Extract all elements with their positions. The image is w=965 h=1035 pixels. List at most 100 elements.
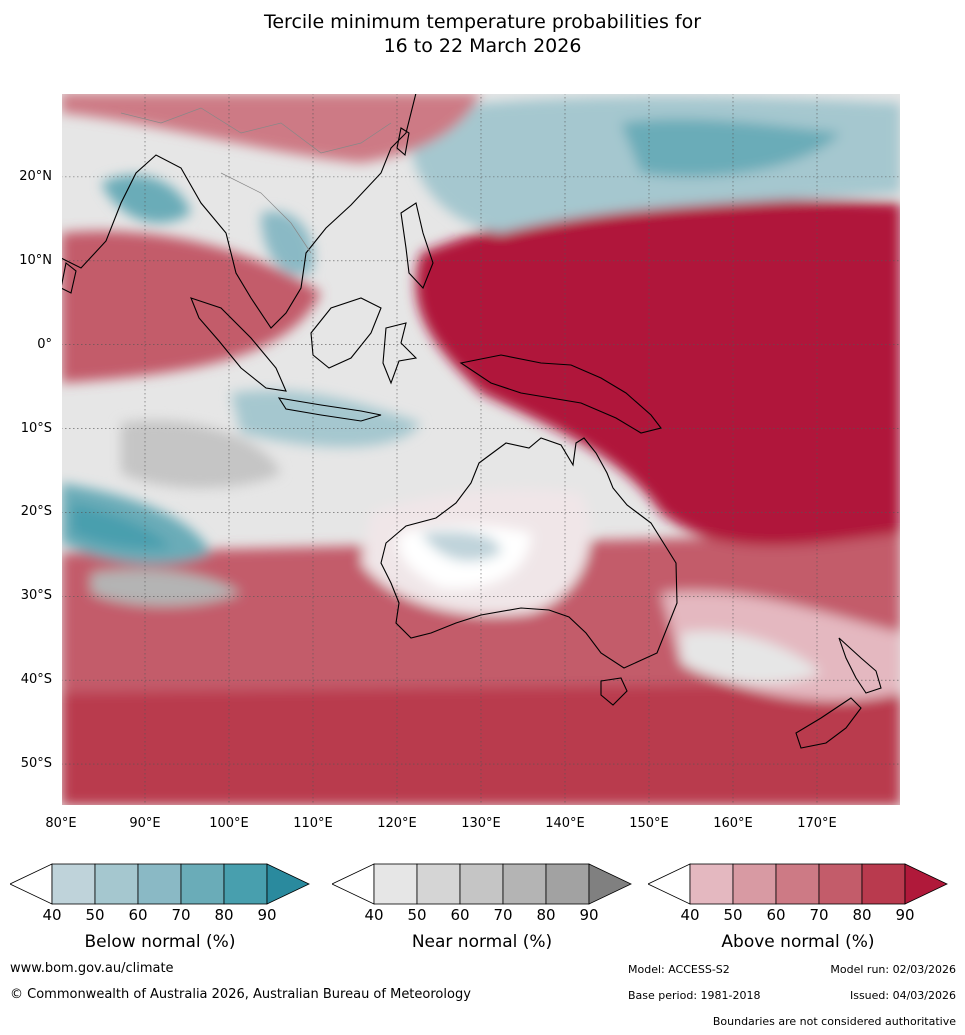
coastlines [61, 93, 882, 749]
above-normal-legend [648, 862, 948, 906]
latitude-label: 20°N [19, 168, 52, 184]
longitude-label: 130°E [461, 816, 501, 831]
map-frame [61, 93, 901, 806]
sri-lanka-coastline [61, 262, 77, 294]
colorbar-bin [861, 863, 906, 905]
indonesia-below-field [231, 390, 421, 447]
map-canvas [61, 93, 901, 806]
colorbar-tick-label: 40 [42, 906, 62, 924]
above-normal-colorbar [648, 863, 948, 905]
colorbar-bin [818, 863, 863, 905]
colorbar-tick-label: 40 [364, 906, 384, 924]
below-colorbar-bins [51, 863, 310, 905]
longitude-label: 150°E [629, 816, 669, 831]
latitude-label: 40°S [20, 672, 52, 688]
latitude-label: 10°N [19, 252, 52, 268]
longitude-label: 140°E [545, 816, 585, 831]
colorbar-upper-arrow [588, 863, 632, 905]
colorbar-bin [373, 863, 418, 905]
tasmania-coastline [600, 677, 628, 706]
colorbar-bin [180, 863, 225, 905]
colorbar-bin [51, 863, 96, 905]
colorbar-bin [545, 863, 590, 905]
boundaries-disclaimer: Boundaries are not considered authoritat… [712, 1015, 956, 1028]
colorbar-tick-label: 80 [852, 906, 872, 924]
colorbar-bin [416, 863, 461, 905]
philippines-coastline [400, 202, 434, 290]
model-name: Model: ACCESS-S2 [628, 963, 730, 976]
new-guinea-coastline [459, 354, 662, 434]
latitude-label: 10°S [20, 420, 52, 436]
copyright-notice: © Commonwealth of Australia 2026, Austra… [10, 987, 471, 1002]
map-title-line-1: Tercile minimum temperature probabilitie… [263, 11, 702, 33]
asia-mainland-coastline [61, 93, 417, 329]
graticule [61, 93, 901, 806]
java-coastline [277, 397, 382, 422]
sulawesi-coastline [382, 322, 418, 385]
issued-date: Issued: 04/03/2026 [849, 989, 956, 1002]
probability-map [61, 93, 901, 806]
colorbar-bin [459, 863, 504, 905]
near-colorbar-bins [373, 863, 632, 905]
sumatra-coastline [190, 297, 287, 392]
below-normal-legend [10, 862, 310, 906]
colorbar-tick-label: 80 [536, 906, 556, 924]
south-indian-ocean-below-field [61, 483, 211, 564]
colorbar-tick-label: 90 [895, 906, 915, 924]
near-colorbar-lower-arrow [332, 863, 375, 905]
asia-above-field [61, 93, 481, 163]
colorbar-tick-label: 70 [171, 906, 191, 924]
base-period: Base period: 1981-2018 [628, 989, 761, 1002]
indian-ocean-near-field [121, 420, 281, 488]
colorbar-tick-label: 70 [493, 906, 513, 924]
latitude-label: 30°S [20, 588, 52, 604]
colorbar-bin [775, 863, 820, 905]
above-colorbar-lower-arrow [648, 863, 691, 905]
colorbar-upper-arrow [904, 863, 948, 905]
country-borders [120, 107, 392, 254]
borneo-coastline [310, 297, 382, 369]
colorbar-tick-label: 50 [723, 906, 743, 924]
colorbar-bin [732, 863, 777, 905]
longitude-label: 170°E [797, 816, 837, 831]
colorbar-bin [137, 863, 182, 905]
colorbar-bin [94, 863, 139, 905]
new-zealand-north-coastline [838, 637, 882, 694]
colorbar-tick-label: 60 [766, 906, 786, 924]
latitude-label: 0° [37, 336, 52, 352]
colorbar-tick-label: 80 [214, 906, 234, 924]
longitude-label: 100°E [209, 816, 249, 831]
model-run-date: Model run: 02/03/2026 [830, 963, 956, 976]
longitude-label: 90°E [129, 816, 161, 831]
below-colorbar-lower-arrow [10, 863, 53, 905]
below-normal-legend-title: Below normal (%) [84, 932, 236, 952]
latitude-label: 20°S [20, 504, 52, 520]
taiwan-coastline [396, 127, 410, 157]
below-normal-colorbar [10, 863, 310, 905]
near-normal-legend [332, 862, 632, 906]
website-link[interactable]: www.bom.gov.au/climate [10, 961, 174, 976]
near-normal-colorbar [332, 863, 632, 905]
colorbar-bin [689, 863, 734, 905]
colorbar-tick-label: 90 [579, 906, 599, 924]
colorbar-tick-label: 70 [809, 906, 829, 924]
indochina-below-field [261, 211, 314, 275]
longitude-label: 110°E [293, 816, 333, 831]
colorbar-bin [223, 863, 268, 905]
colorbar-tick-label: 50 [407, 906, 427, 924]
colorbar-bin [502, 863, 547, 905]
colorbar-upper-arrow [266, 863, 310, 905]
indian-ocean-near-core [91, 569, 241, 607]
longitude-label: 120°E [377, 816, 417, 831]
border-lines-north [120, 107, 392, 154]
near-normal-legend-title: Near normal (%) [411, 932, 553, 952]
tasman-near-field [681, 631, 821, 684]
north-pacific-below-core [621, 118, 841, 177]
longitude-label: 160°E [713, 816, 753, 831]
above-normal-legend-title: Above normal (%) [721, 932, 875, 952]
colorbar-tick-label: 40 [680, 906, 700, 924]
colorbar-tick-label: 90 [257, 906, 277, 924]
maritime-above-field [441, 310, 541, 383]
south-indian-ocean-below-core [71, 503, 171, 550]
far-south-above-field [61, 683, 901, 806]
